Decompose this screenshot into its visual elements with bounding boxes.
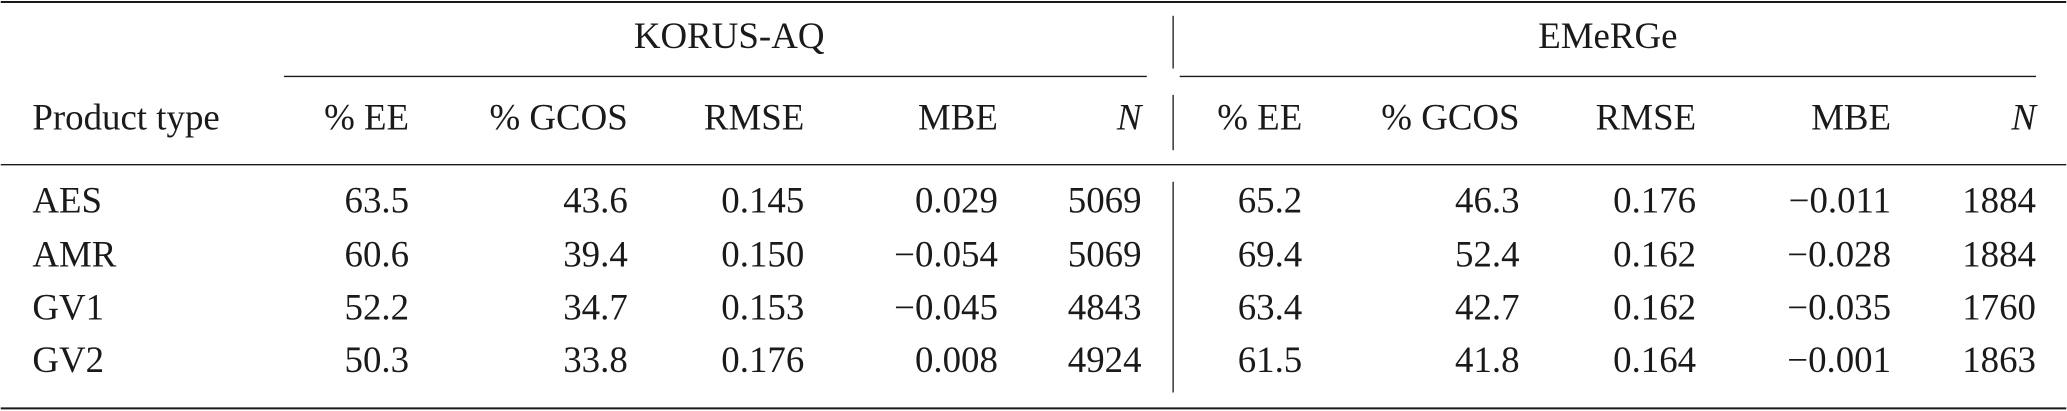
cell: −0.011 — [1789, 180, 1891, 221]
cell: −0.054 — [894, 234, 998, 275]
cell: 1884 — [1962, 180, 2036, 221]
cell: 63.4 — [1238, 286, 1303, 327]
cell: 1884 — [1962, 234, 2036, 275]
cell: 5069 — [1068, 180, 1142, 221]
cell: −0.035 — [1787, 286, 1891, 327]
cell: −0.045 — [894, 286, 998, 327]
cell: 0.162 — [1613, 286, 1696, 327]
cell: 0.150 — [721, 234, 804, 275]
column-header: MBE — [1811, 97, 1891, 138]
cell: 0.164 — [1613, 339, 1696, 380]
cell: 0.153 — [721, 286, 804, 327]
row-label: AES — [32, 180, 102, 221]
cell: 0.029 — [915, 180, 998, 221]
cell: 43.6 — [563, 180, 628, 221]
cell: 5069 — [1068, 234, 1142, 275]
column-header: MBE — [918, 97, 998, 138]
cell: 0.162 — [1613, 234, 1696, 275]
cell: 69.4 — [1238, 234, 1303, 275]
cell: 60.6 — [345, 234, 410, 275]
cell: 42.7 — [1455, 286, 1520, 327]
cell: 52.2 — [345, 286, 410, 327]
cell: 33.8 — [563, 339, 628, 380]
cell: 1863 — [1962, 339, 2036, 380]
column-header: Product type — [32, 97, 219, 138]
cell: 61.5 — [1238, 339, 1303, 380]
cell: −0.028 — [1787, 234, 1891, 275]
row-label: GV1 — [32, 286, 104, 327]
cell: 41.8 — [1455, 339, 1520, 380]
column-header: % EE — [324, 97, 409, 138]
row-label: AMR — [32, 234, 116, 275]
cell: 4843 — [1068, 286, 1142, 327]
cell: 0.176 — [721, 339, 804, 380]
column-header: N — [1116, 97, 1144, 138]
cell: 0.176 — [1613, 180, 1696, 221]
column-header: RMSE — [704, 97, 804, 138]
column-header: RMSE — [1596, 97, 1696, 138]
cell: 34.7 — [563, 286, 628, 327]
group-header: KORUS-AQ — [634, 15, 825, 56]
cell: 0.008 — [915, 339, 998, 380]
cell: 1760 — [1962, 286, 2036, 327]
cell: 46.3 — [1455, 180, 1520, 221]
cell: 65.2 — [1238, 180, 1303, 221]
cell: 52.4 — [1455, 234, 1520, 275]
cell: 39.4 — [563, 234, 628, 275]
cell: 63.5 — [345, 180, 410, 221]
cell: −0.001 — [1787, 339, 1891, 380]
column-header: % GCOS — [489, 97, 627, 138]
cell: 4924 — [1068, 339, 1142, 380]
column-header: N — [2010, 97, 2038, 138]
cell: 0.145 — [721, 180, 804, 221]
column-header: % GCOS — [1381, 97, 1519, 138]
group-header: EMeRGe — [1538, 15, 1677, 56]
cell: 50.3 — [345, 339, 410, 380]
column-header: % EE — [1217, 97, 1302, 138]
row-label: GV2 — [32, 339, 104, 380]
